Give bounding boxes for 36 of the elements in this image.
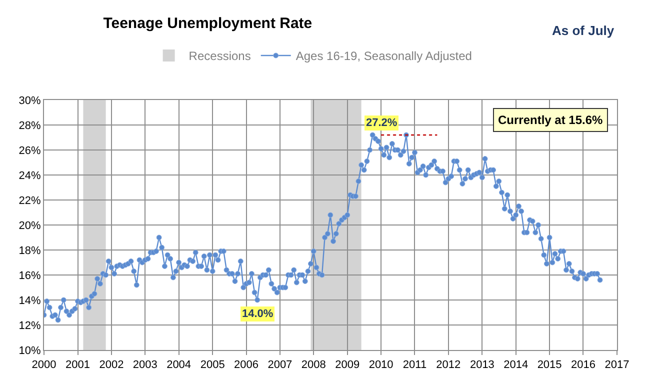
x-tick-label: 2013	[470, 359, 494, 372]
y-tick-label: 20%	[18, 220, 42, 232]
annotation: 27.2%	[366, 117, 398, 129]
x-tick-label: 2014	[504, 359, 528, 372]
chart-title: Teenage Unemployment Rate	[103, 14, 312, 32]
legend-label: Ages 16-19, Seasonally Adjusted	[296, 49, 472, 64]
x-tick-label: 2003	[132, 359, 158, 372]
y-tick-label: 22%	[18, 194, 42, 207]
y-tick-label: 12%	[18, 320, 42, 332]
y-tick-label: 24%	[18, 170, 42, 182]
y-tick-label: 10%	[18, 344, 42, 357]
annotation: 14.0%	[242, 308, 274, 320]
x-tick-label: 2000	[32, 359, 56, 372]
y-tick-label: 26%	[18, 144, 42, 157]
x-tick-label: 2007	[268, 359, 292, 372]
x-tick-label: 2010	[368, 359, 394, 372]
y-tick-label: 14%	[18, 294, 42, 307]
y-tick-label: 16%	[18, 270, 42, 282]
legend-label: Recessions	[188, 49, 251, 64]
x-tick-label: 2011	[402, 359, 427, 372]
x-tick-label: 2001	[66, 359, 90, 372]
x-tick-label: 2012	[436, 359, 461, 372]
x-tick-label: 2009	[335, 359, 360, 372]
x-tick-label: 2015	[537, 359, 562, 372]
chart-subtitle: As of July	[552, 23, 615, 38]
x-tick-label: 2008	[301, 359, 326, 372]
y-tick-label: 30%	[18, 94, 42, 107]
annotation: Currently at 15.6%	[498, 113, 604, 127]
x-tick-label: 2004	[166, 359, 192, 372]
y-tick-label: 18%	[18, 244, 42, 257]
x-tick-label: 2002	[99, 359, 124, 372]
x-tick-label: 2016	[570, 359, 596, 372]
x-tick-label: 2005	[200, 359, 225, 372]
y-tick-label: 28%	[18, 120, 42, 132]
x-tick-label: 2006	[234, 359, 258, 372]
x-tick-label: 2017	[604, 359, 630, 372]
